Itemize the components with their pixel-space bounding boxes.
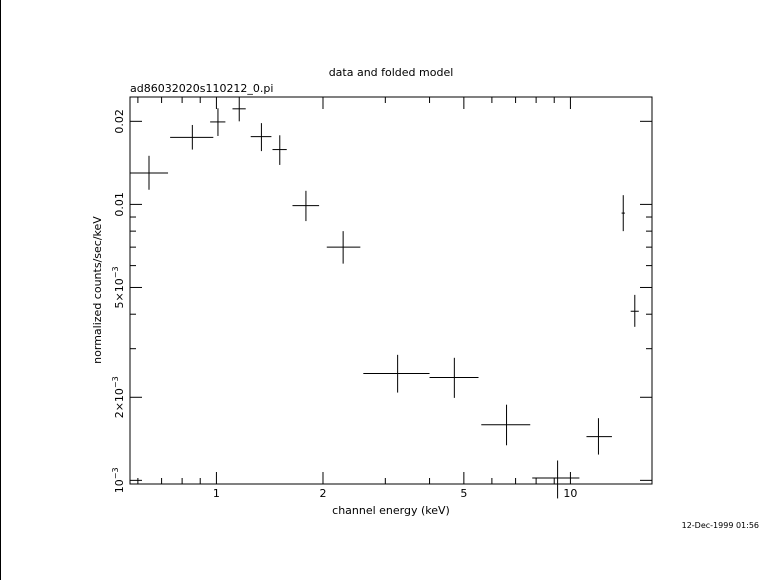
y-tick-label: 0.01 — [113, 192, 126, 217]
data-point — [429, 357, 479, 398]
plot-frame — [129, 96, 653, 485]
x-tick-labels: 1 2 5 10 — [213, 487, 578, 500]
data-point — [130, 155, 169, 190]
data-point — [363, 354, 430, 393]
data-points — [130, 97, 639, 499]
x-tick-label: 5 — [460, 487, 467, 500]
data-point — [621, 195, 625, 232]
data-point — [170, 124, 214, 150]
axis-ticks — [130, 97, 652, 484]
y-tick-label: 2×10−3 — [111, 376, 126, 418]
chart-subtitle: ad86032020s110212_0.pi — [130, 82, 273, 95]
x-axis-label: channel energy (keV) — [332, 504, 450, 517]
data-point — [326, 231, 361, 264]
data-point — [586, 418, 612, 455]
data-point — [250, 123, 272, 152]
y-tick-label: 10−3 — [111, 467, 126, 493]
y-tick-label: 0.02 — [113, 109, 126, 134]
y-tick-labels: 10−3 2×10−3 5×10−3 0.01 0.02 — [111, 109, 126, 493]
data-point — [272, 135, 287, 165]
y-tick-label: 5×10−3 — [111, 266, 126, 308]
data-point — [630, 294, 639, 327]
data-point — [481, 404, 531, 446]
left-border — [0, 0, 1, 580]
timestamp: 12-Dec-1999 01:56 — [682, 521, 759, 530]
data-point — [532, 460, 580, 499]
data-point — [292, 190, 320, 222]
x-tick-label: 10 — [563, 487, 577, 500]
x-tick-label: 1 — [213, 487, 220, 500]
chart-title: data and folded model — [329, 66, 454, 79]
y-axis-label: normalized counts/sec/keV — [91, 216, 104, 364]
data-point — [210, 108, 226, 136]
x-tick-label: 2 — [319, 487, 326, 500]
data-point — [232, 97, 246, 122]
